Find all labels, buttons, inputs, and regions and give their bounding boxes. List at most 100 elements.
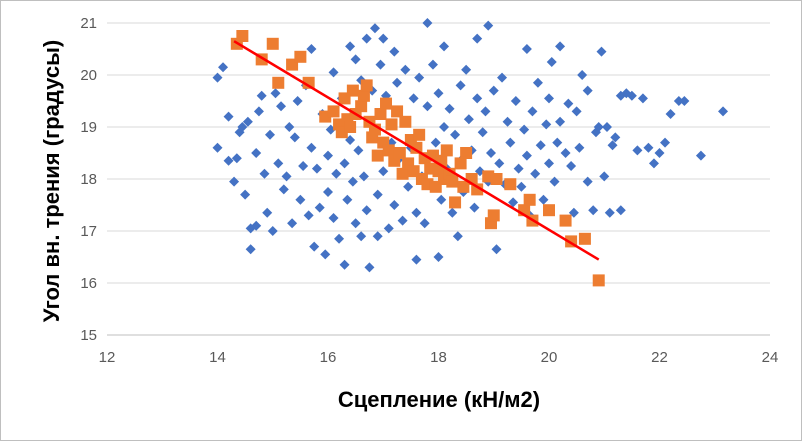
series-1-point bbox=[362, 34, 372, 44]
series-1-point bbox=[511, 96, 521, 106]
series-2-point bbox=[491, 173, 503, 185]
series-1-point bbox=[403, 182, 413, 192]
series-1-point bbox=[450, 130, 460, 140]
series-2-point bbox=[504, 178, 516, 190]
series-1-point bbox=[389, 200, 399, 210]
series-1-point bbox=[472, 34, 482, 44]
series-1-point bbox=[240, 190, 250, 200]
x-tick-label-18: 18 bbox=[430, 349, 447, 366]
series-1-point bbox=[445, 104, 455, 114]
series-1-point bbox=[229, 177, 239, 187]
series-2-point bbox=[455, 157, 467, 169]
series-1-point bbox=[356, 231, 366, 241]
series-2-point bbox=[394, 147, 406, 159]
series-2-point bbox=[441, 144, 453, 156]
series-1-point bbox=[552, 138, 562, 148]
series-1-point bbox=[290, 132, 300, 142]
series-2-point bbox=[347, 85, 359, 97]
series-1-point bbox=[505, 138, 515, 148]
series-1-point bbox=[599, 171, 609, 181]
series-1-point bbox=[431, 138, 441, 148]
series-1-point bbox=[602, 122, 612, 132]
series-1-point bbox=[304, 210, 314, 220]
x-axis-title: Сцепление (кН/м2) bbox=[338, 387, 540, 412]
series-1-point bbox=[400, 65, 410, 75]
series-2-point bbox=[386, 118, 398, 130]
y-tick-labels: 15161718192021 bbox=[80, 15, 97, 344]
series-2-point bbox=[560, 215, 572, 227]
series-1-point bbox=[577, 70, 587, 80]
series-1-point bbox=[563, 99, 573, 109]
series-1-point bbox=[492, 244, 502, 254]
series-1-point bbox=[262, 208, 272, 218]
series-1-point bbox=[555, 41, 565, 51]
series-1-point bbox=[246, 244, 256, 254]
series-1-point bbox=[478, 127, 488, 137]
series-1-point bbox=[519, 125, 529, 135]
series-1-point bbox=[378, 166, 388, 176]
series-1-point bbox=[679, 96, 689, 106]
series-1-point bbox=[359, 171, 369, 181]
series-1-point bbox=[547, 57, 557, 67]
series-1-point bbox=[483, 21, 493, 31]
x-tick-label-20: 20 bbox=[541, 349, 558, 366]
x-tick-labels: 12 14 16 18 20 22 24 bbox=[99, 349, 779, 366]
series-1-point bbox=[696, 151, 706, 161]
series-1-point bbox=[273, 158, 283, 168]
series-1-point bbox=[306, 44, 316, 54]
series-1-point bbox=[251, 148, 261, 158]
series-1-point bbox=[284, 122, 294, 132]
series-1-point bbox=[643, 143, 653, 153]
series-1-point bbox=[464, 114, 474, 124]
series-1-point bbox=[282, 171, 292, 181]
y-tick-label-17: 17 bbox=[80, 223, 97, 240]
series-1-point bbox=[489, 86, 499, 96]
series-1-point bbox=[411, 208, 421, 218]
series-1-point bbox=[530, 169, 540, 179]
series-1-point bbox=[224, 156, 234, 166]
series-1-point bbox=[527, 106, 537, 116]
series-2-point bbox=[446, 176, 458, 188]
series-2-point bbox=[488, 209, 500, 221]
series-2-point bbox=[383, 144, 395, 156]
series-1-point bbox=[447, 208, 457, 218]
series-1-point bbox=[453, 231, 463, 241]
series-1-point bbox=[666, 109, 676, 119]
series-1-point bbox=[213, 73, 223, 83]
series-1-point bbox=[293, 96, 303, 106]
series-1-point bbox=[398, 216, 408, 226]
series-2-point bbox=[449, 196, 461, 208]
series-2-point bbox=[344, 121, 356, 133]
series-1-point bbox=[351, 218, 361, 228]
y-tick-label-21: 21 bbox=[80, 15, 97, 32]
series-1-point bbox=[574, 143, 584, 153]
series-2-point bbox=[524, 194, 536, 206]
series-1-point bbox=[331, 169, 341, 179]
series-1-point bbox=[323, 187, 333, 197]
y-axis-title: Угол вн. трения (градусы) bbox=[39, 40, 64, 322]
series-1-points bbox=[213, 18, 729, 272]
series-1-point bbox=[660, 138, 670, 148]
series-1-point bbox=[480, 106, 490, 116]
series-1-point bbox=[279, 184, 289, 194]
series-1-point bbox=[494, 158, 504, 168]
series-1-point bbox=[541, 119, 551, 129]
series-1-point bbox=[605, 208, 615, 218]
series-1-point bbox=[287, 218, 297, 228]
series-1-point bbox=[392, 78, 402, 88]
series-1-point bbox=[342, 195, 352, 205]
series-2-point bbox=[328, 105, 340, 117]
series-2-point bbox=[374, 108, 386, 120]
series-2-point bbox=[413, 129, 425, 141]
series-1-point bbox=[472, 93, 482, 103]
x-tick-label-16: 16 bbox=[320, 349, 337, 366]
series-1-point bbox=[320, 249, 330, 259]
series-2-point bbox=[267, 38, 279, 50]
series-1-point bbox=[555, 117, 565, 127]
series-1-point bbox=[364, 262, 374, 272]
series-1-point bbox=[315, 203, 325, 213]
series-1-point bbox=[340, 158, 350, 168]
series-1-point bbox=[329, 67, 339, 77]
